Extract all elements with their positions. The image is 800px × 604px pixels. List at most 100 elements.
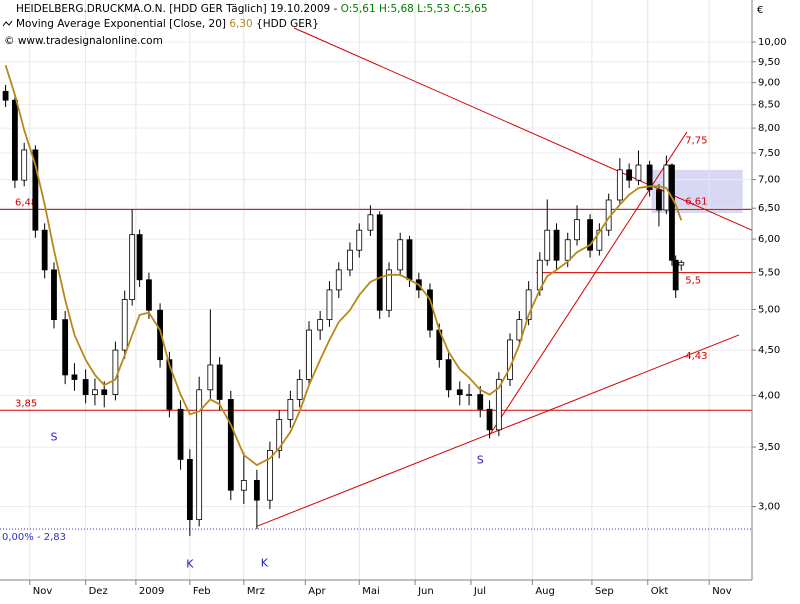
x-tick-label: Mai bbox=[362, 586, 380, 597]
candle-body bbox=[486, 408, 493, 431]
candle-body bbox=[397, 239, 404, 271]
candle-body bbox=[477, 394, 484, 410]
line-label: 3,85 bbox=[15, 398, 37, 409]
x-tick-label: Dez bbox=[89, 586, 108, 597]
trendline-label: 6,61 bbox=[685, 197, 707, 208]
candle-body bbox=[587, 219, 593, 251]
signal-marker: S bbox=[50, 430, 57, 443]
candle-body bbox=[196, 389, 203, 521]
candle-body bbox=[616, 169, 623, 201]
candle-body bbox=[227, 399, 234, 491]
candle-body bbox=[92, 389, 98, 395]
x-tick-label: Okt bbox=[651, 586, 669, 597]
candle-body bbox=[207, 364, 214, 391]
candle-body bbox=[335, 269, 342, 291]
candle-body bbox=[544, 229, 551, 261]
title-text: HEIDELBERG.DRUCKMA.O.N. [HDD GER Täglich… bbox=[16, 3, 341, 15]
candle-body bbox=[635, 164, 642, 181]
candle-body bbox=[386, 269, 392, 311]
candle-body bbox=[525, 289, 532, 321]
line-label: 5,5 bbox=[685, 276, 701, 287]
legend-name: Moving Average Exponential [Close, 20] bbox=[16, 18, 226, 30]
candle-body bbox=[466, 394, 472, 396]
candle-body bbox=[82, 379, 89, 395]
candle-body bbox=[51, 269, 57, 321]
trendline-label: 4,43 bbox=[685, 351, 707, 362]
candle-body bbox=[177, 408, 184, 460]
legend-source: {HDD GER} bbox=[256, 18, 319, 30]
candle-body bbox=[495, 379, 502, 431]
candle-body bbox=[166, 359, 173, 410]
plot-area: 6,48 3,85 5,5 0,00% - 2,83 4,43 7,75 6,61 S S K K bbox=[0, 0, 753, 580]
candle-body bbox=[317, 319, 324, 331]
candle-body bbox=[356, 229, 363, 251]
x-tick-label: 2009 bbox=[139, 586, 164, 597]
y-tick-label: 6,50 bbox=[758, 203, 780, 214]
candle-body bbox=[564, 239, 571, 261]
y-tick-label: 4,00 bbox=[758, 391, 780, 402]
candle-body bbox=[253, 480, 260, 501]
candle-body bbox=[445, 359, 452, 391]
candle-body bbox=[296, 379, 303, 400]
chart-title: HEIDELBERG.DRUCKMA.O.N. [HDD GER Täglich… bbox=[16, 3, 488, 15]
candle-body bbox=[276, 419, 283, 451]
candle-body bbox=[516, 319, 523, 341]
y-tick-label: 7,50 bbox=[758, 148, 780, 159]
y-tick-label: 8,50 bbox=[758, 100, 780, 111]
ohlc-text: O:5,61 H:5,68 L:5,53 C:5,65 bbox=[341, 3, 488, 15]
candle-body bbox=[136, 234, 143, 281]
y-tick-label: 3,00 bbox=[758, 502, 780, 513]
x-tick-label: Apr bbox=[308, 586, 326, 597]
legend-entry: Moving Average Exponential [Close, 20] 6… bbox=[16, 18, 319, 30]
x-tick-label: Feb bbox=[193, 586, 211, 597]
y-tick-label: 7,00 bbox=[758, 175, 780, 186]
candle-body bbox=[267, 449, 273, 501]
candle-body bbox=[553, 229, 560, 261]
ema-line bbox=[4, 64, 683, 467]
x-tick-label: Jul bbox=[473, 586, 486, 597]
candle-body bbox=[287, 399, 294, 420]
x-tick-label: Jun bbox=[417, 586, 434, 597]
candle-body bbox=[121, 299, 128, 351]
candle-body bbox=[240, 480, 247, 491]
x-tick-label: Nov bbox=[712, 586, 732, 597]
candle-body bbox=[11, 99, 18, 181]
x-tick-label: Nov bbox=[33, 586, 53, 597]
y-tick-label: 9,00 bbox=[758, 78, 780, 89]
candle-body bbox=[112, 349, 119, 395]
candle-body bbox=[596, 229, 603, 251]
candle-body bbox=[186, 458, 193, 521]
candle-body bbox=[129, 234, 136, 300]
candle-body bbox=[678, 261, 685, 266]
candle-body bbox=[367, 214, 374, 231]
signal-marker: K bbox=[186, 558, 194, 571]
candle-body bbox=[2, 90, 9, 101]
candle-body bbox=[626, 169, 633, 181]
candle-body bbox=[306, 329, 312, 380]
signal-marker: S bbox=[477, 454, 484, 467]
x-tick-label: Mrz bbox=[247, 586, 265, 597]
candle-body bbox=[21, 149, 28, 181]
candle-body bbox=[32, 149, 39, 231]
trendline bbox=[489, 131, 688, 436]
y-tick-label: 9,50 bbox=[758, 57, 780, 68]
header: HEIDELBERG.DRUCKMA.O.N. [HDD GER Täglich… bbox=[2, 3, 488, 47]
candle-body bbox=[347, 249, 353, 271]
y-tick-label: 5,50 bbox=[758, 268, 780, 279]
candle-body bbox=[406, 239, 413, 281]
candle-body bbox=[101, 389, 108, 395]
candle-body bbox=[62, 319, 69, 376]
trendline-label: 7,75 bbox=[685, 135, 707, 146]
candle-body bbox=[376, 214, 383, 311]
currency: € bbox=[757, 5, 763, 16]
y-tick-label: 8,00 bbox=[758, 123, 780, 134]
legend-value: 6,30 bbox=[229, 18, 252, 30]
candle-body bbox=[216, 364, 223, 400]
trendline bbox=[256, 334, 740, 527]
candle-body bbox=[456, 389, 463, 395]
candle-body bbox=[574, 219, 580, 241]
candle-body bbox=[146, 279, 152, 311]
